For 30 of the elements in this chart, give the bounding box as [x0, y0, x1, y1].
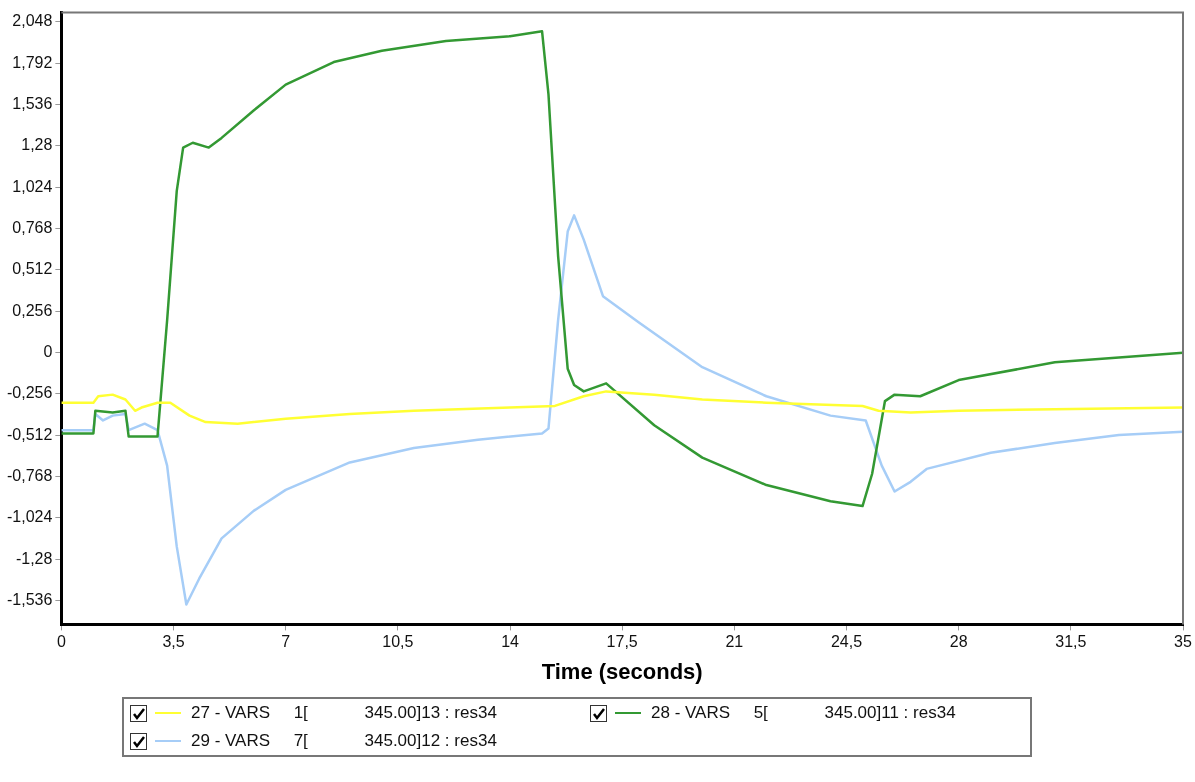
x-tick-label: 3,5 — [162, 633, 185, 651]
x-tick-label: 21 — [725, 633, 744, 651]
x-axis-title: Time (seconds) — [541, 658, 703, 684]
y-tick-label: 0,768 — [12, 219, 53, 237]
y-tick-label: -1,28 — [15, 549, 53, 567]
x-tick-label: 10,5 — [382, 633, 414, 651]
x-tick-label: 28 — [949, 633, 968, 651]
y-tick-label: -0,512 — [6, 425, 53, 443]
y-tick-label: 1,28 — [21, 136, 53, 154]
x-tick-label: 7 — [281, 633, 291, 651]
y-tick-label: -1,536 — [6, 591, 53, 609]
y-tick-label: 1,536 — [12, 95, 53, 113]
y-tick-label: 0,512 — [12, 260, 53, 278]
y-tick-label: 2,048 — [12, 12, 53, 30]
x-tick-label: 17,5 — [606, 633, 638, 651]
legend-label: 29 - VARS 7[ 345.00]12 : res34 — [191, 731, 497, 751]
x-tick-label: 0 — [56, 633, 66, 651]
y-tick-label: 1,792 — [12, 53, 53, 71]
legend-label: 28 - VARS 5[ 345.00]11 : res34 — [651, 703, 956, 723]
y-tick-label: 0,256 — [12, 301, 53, 319]
y-tick-label: -0,256 — [6, 384, 53, 402]
x-tick-label: 31,5 — [1055, 633, 1087, 651]
y-tick-label: 0 — [43, 343, 53, 361]
x-tick-label: 24,5 — [830, 633, 863, 651]
y-tick-label: -1,024 — [6, 508, 53, 526]
legend-label: 27 - VARS 1[ 345.00]13 : res34 — [191, 703, 497, 723]
x-tick-label: 35 — [1174, 633, 1192, 651]
x-tick-label: 14 — [501, 633, 520, 651]
y-tick-label: 1,024 — [12, 177, 53, 195]
y-tick-label: -0,768 — [6, 467, 53, 485]
